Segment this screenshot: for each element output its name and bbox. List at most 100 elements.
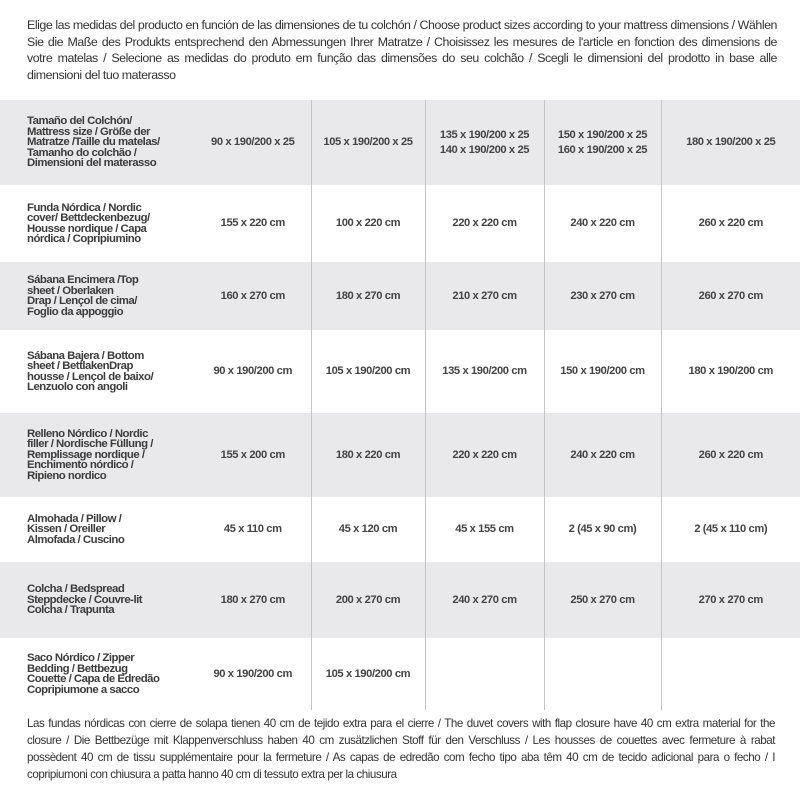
size-cell: 260 x 270 cm (660, 262, 800, 330)
cell-value: 270 x 270 cm (698, 593, 764, 606)
row-label: Sábana Bajera / Bottom sheet / BettlakenD… (0, 330, 195, 413)
row-label: Tamaño del Colchón/Mattress size / Größe… (0, 100, 195, 185)
cell-value: 220 x 220 cm (452, 448, 517, 461)
size-cell (543, 638, 661, 710)
cell-value: 90 x 190/200 cm (213, 365, 293, 377)
cell-value: 160 x 270 cm (220, 289, 286, 302)
cell-value: 220 x 220 cm (452, 217, 517, 229)
row-label-line: Tamaño del Colchón/ (27, 115, 132, 128)
size-cell: 220 x 220 cm (424, 413, 544, 497)
cell-value: 260 x 220 cm (698, 217, 764, 229)
cell-value: 180 x 190/200 cm (688, 365, 774, 377)
size-cell: 250 x 270 cm (543, 562, 661, 638)
row-label-line: Foglio da appoggio (27, 305, 124, 318)
row-label-line: housse / Lençol de baixo/ (27, 370, 154, 383)
cell-value: 180 x 270 cm (335, 289, 401, 302)
row-label-line: Kissen / Oreiller (27, 523, 106, 536)
row-label-line: Housse nordique / Capa (27, 222, 147, 235)
cell-value: 240 x 220 cm (570, 217, 635, 229)
size-cell: 150 x 190/200 cm (543, 330, 661, 413)
row-label-line: filler / Nordische Füllung / (27, 438, 153, 451)
cell-value: 230 x 270 cm (570, 289, 635, 302)
row-label-line: Copripiumone a sacco (27, 683, 140, 696)
row-label: Colcha / Bedspread Steppdecke / Couvre-li… (0, 562, 195, 638)
size-cell: 45 x 155 cm (424, 497, 544, 562)
row-label-line: Colcha / Trapunta (27, 604, 115, 617)
size-cell: 105 x 190/200 cm (310, 330, 425, 413)
size-cell: 135 x 190/200 cm (424, 330, 544, 413)
cell-value: 90 x 190/200 cm (213, 667, 293, 680)
cell-value: 135 x 190/200 cm (442, 365, 527, 377)
cell-value: 45 x 155 cm (455, 523, 514, 535)
size-cell: 220 x 220 cm (424, 185, 544, 262)
row-label-line: Dimensioni del materasso (27, 157, 157, 170)
size-cell (660, 638, 800, 710)
size-cell: 180 x 220 cm (310, 413, 425, 497)
row-label: Sábana Encimera /Top sheet / Oberlaken Dra… (0, 262, 195, 330)
size-cell: 240 x 220 cm (543, 413, 661, 497)
row-label-line: nórdica / Copripiumino (27, 233, 141, 245)
cell-value: 160 x 190/200 x 25 (557, 143, 648, 156)
size-cell: 45 x 110 cm (195, 497, 311, 562)
size-cell: 90 x 190/200 cm (195, 330, 311, 413)
size-chart-table: Tamaño del Colchón/Mattress size / Größe… (0, 100, 800, 710)
size-cell: 100 x 220 cm (310, 185, 425, 262)
row-label-line: Drap / Lençol de cima/ (27, 295, 137, 307)
row-label-line: Funda Nórdica / Nordic (27, 201, 142, 214)
cell-value: 210 x 270 cm (452, 289, 517, 302)
size-cell: 180 x 190/200 cm (660, 330, 800, 413)
row-label-line: Colcha / Bedspread (27, 583, 125, 596)
mattress-size-cell: 105 x 190/200 x 25 (310, 100, 425, 185)
row-label-line: Bedding / Bettbezug (27, 662, 128, 675)
table-row: Sábana Encimera /Top sheet / Oberlaken Dra… (0, 262, 800, 330)
table-row: Sábana Bajera / Bottom sheet / BettlakenD… (0, 330, 800, 413)
row-label-line: Mattress size / Größe der (27, 125, 150, 138)
row-label: Relleno Nórdico / Nordic filler / Nordisc… (0, 413, 195, 497)
cell-value: 45 x 120 cm (338, 523, 398, 535)
size-cell: 260 x 220 cm (660, 185, 800, 262)
row-label-line: Steppdecke / Couvre-lit (27, 593, 143, 606)
cell-value: 240 x 220 cm (570, 448, 635, 461)
cell-value: 240 x 270 cm (452, 593, 517, 606)
row-label-line: Remplissage nordique / (27, 448, 145, 461)
row-label: Saco Nórdico / Zipper Bedding / Bettbezug… (0, 638, 195, 710)
cell-value: 200 x 270 cm (335, 593, 401, 606)
size-cell: 180 x 270 cm (310, 262, 425, 330)
row-label-line: Sábana Bajera / Bottom (27, 349, 144, 362)
table-row: Almohada / Pillow / Kissen / Oreiller Almo… (0, 497, 800, 562)
cell-value: 105 x 190/200 cm (325, 667, 411, 680)
cell-value: 2 (45 x 110 cm) (694, 523, 768, 535)
size-cell: 260 x 220 cm (660, 413, 800, 497)
row-label-line: Relleno Nórdico / Nordic (27, 427, 148, 440)
table-row: Saco Nórdico / Zipper Bedding / Bettbezug… (0, 638, 800, 710)
size-cell: 240 x 220 cm (543, 185, 661, 262)
size-cell: 2 (45 x 90 cm) (543, 497, 661, 562)
row-label-line: cover/ Bettdeckenbezug/ (27, 212, 150, 224)
intro-text: Elige las medidas del producto en funció… (27, 18, 777, 82)
row-label-line: Ripieno nordico (27, 469, 107, 482)
row-label: Funda Nórdica / Nordic cover/ Bettdeckenb… (0, 185, 195, 262)
size-cell: 210 x 270 cm (424, 262, 544, 330)
cell-value: 155 x 200 cm (220, 448, 286, 461)
row-label-line: Enchimento nórdico / (27, 459, 134, 472)
row-label-line: Saco Nórdico / Zipper (27, 652, 135, 664)
size-cell: 270 x 270 cm (660, 562, 800, 638)
row-label-line: Almofada / Cuscino (27, 533, 125, 546)
cell-value: 155 x 220 cm (220, 217, 286, 229)
size-cell: 45 x 120 cm (310, 497, 425, 562)
table-row: Colcha / Bedspread Steppdecke / Couvre-li… (0, 562, 800, 638)
mattress-size-cell: 135 x 190/200 x 25 140 x 190/200 x 25 (424, 100, 544, 185)
size-cell: 2 (45 x 110 cm) (660, 497, 800, 562)
row-label-line: Matratze /Taille du matelas/ (27, 136, 160, 149)
cell-value: 140 x 190/200 x 25 (439, 143, 530, 156)
cell-value: 260 x 270 cm (698, 289, 764, 302)
cell-value: 150 x 190/200 x 25 (557, 128, 648, 141)
size-cell: 200 x 270 cm (310, 562, 425, 638)
cell-value: 2 (45 x 90 cm) (568, 523, 637, 535)
cell-value: 100 x 220 cm (335, 217, 401, 229)
row-label-line: Sábana Encimera /Top (27, 274, 139, 286)
size-cell: 105 x 190/200 cm (310, 638, 425, 710)
row-label-line: Almohada / Pillow / (27, 512, 122, 525)
cell-value: 180 x 190/200 x 25 (686, 136, 776, 148)
size-cell: 155 x 200 cm (195, 413, 311, 497)
